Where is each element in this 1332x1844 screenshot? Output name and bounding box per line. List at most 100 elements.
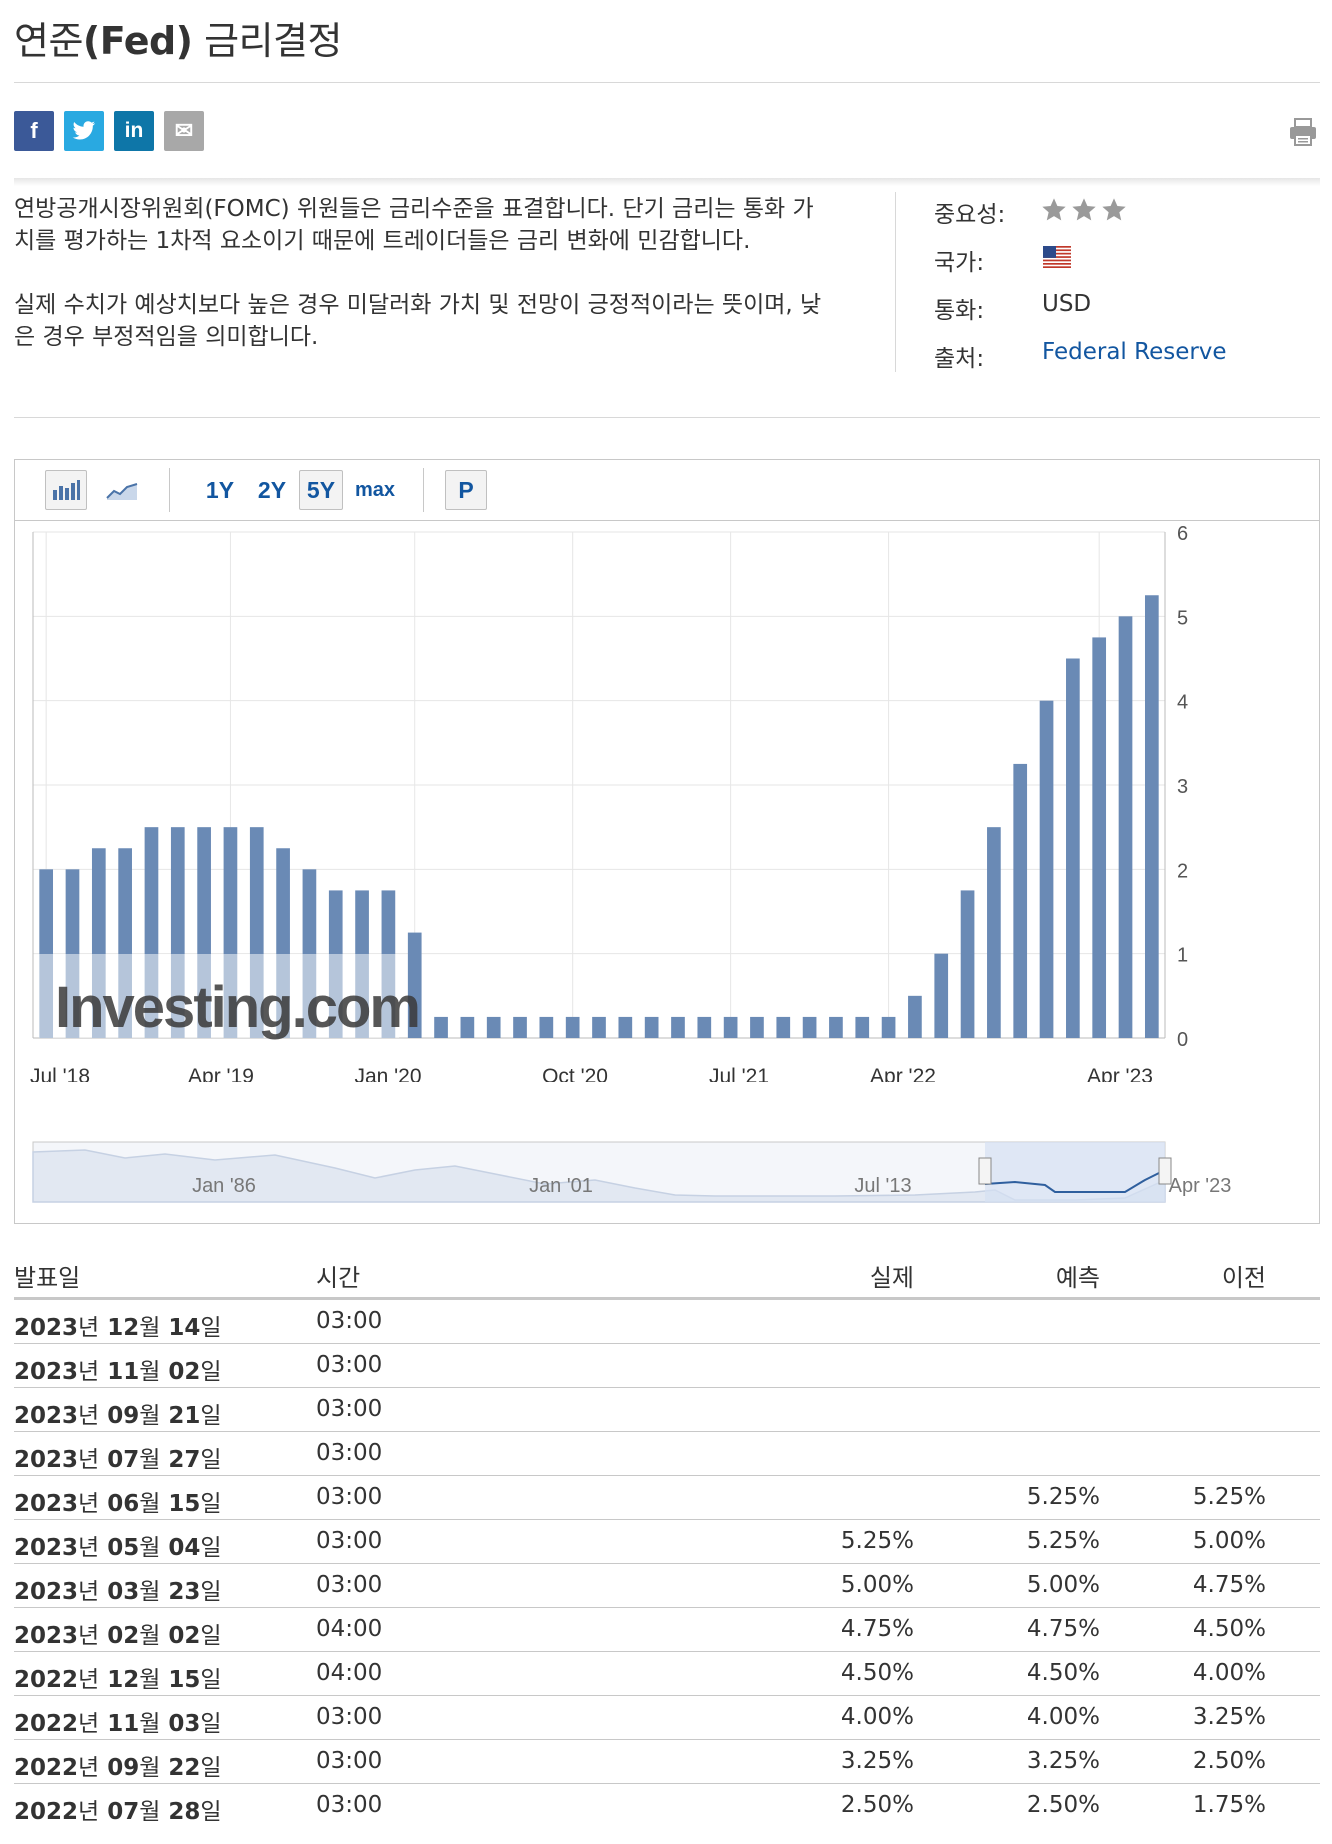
bar	[460, 1016, 475, 1038]
forecast-value: 4.00%	[1026, 1704, 1100, 1730]
p-button[interactable]: P	[445, 470, 487, 510]
header-date[interactable]: 발표일	[14, 1264, 81, 1292]
chart-toolbar: 1Y 2Y 5Y max P	[15, 460, 1319, 521]
table-row: 2022년 09월 22일 03:00 3.25% 3.25% 2.50%	[14, 1740, 1320, 1784]
bar	[829, 1016, 843, 1038]
bar	[671, 1016, 685, 1038]
header-actual[interactable]: 실제	[869, 1264, 914, 1292]
range-5y-button[interactable]: 5Y	[299, 470, 343, 510]
bar-chart: 0 1 2 3 4 5 6 Investing.com Jul '18 Apr '19 Jan '2…	[30, 523, 1188, 1082]
release-time: 04:00	[316, 1660, 383, 1686]
twitter-share-button[interactable]	[64, 111, 104, 151]
y-tick-label: 5	[1177, 607, 1188, 629]
bar	[592, 1016, 606, 1038]
header-previous[interactable]: 이전	[1221, 1264, 1266, 1292]
watermark-backdrop	[39, 954, 399, 1038]
actual-value: 5.00%	[840, 1572, 914, 1598]
navigator-selection-line	[984, 1169, 1166, 1193]
release-date: 2023년 07월 27일	[14, 1447, 222, 1473]
forecast-value: 5.25%	[1026, 1484, 1100, 1510]
x-tick-label: Jan '20	[354, 1065, 421, 1082]
print-icon[interactable]	[1288, 117, 1318, 147]
release-time: 03:00	[316, 1308, 383, 1334]
forecast-value: 4.75%	[1026, 1616, 1100, 1642]
release-date: 2023년 11월 02일	[14, 1359, 222, 1385]
previous-value: 3.25%	[1192, 1704, 1266, 1730]
page-title: 연준(Fed) 금리결정	[14, 19, 342, 63]
area-chart-icon	[106, 483, 138, 500]
bar	[1013, 763, 1028, 1038]
us-flag-icon	[1043, 246, 1071, 268]
star-icon	[1072, 198, 1096, 221]
release-time: 03:00	[316, 1748, 383, 1774]
history-table: 발표일 시간 실제 예측 이전 2023년 12월 14일 03:00 2023년 …	[14, 1248, 1320, 1828]
release-date: 2023년 09월 21일	[14, 1403, 222, 1429]
importance-label: 중요성:	[934, 202, 1006, 228]
navigator-label: Jul '13	[854, 1175, 911, 1197]
table-row: 2023년 09월 21일 03:00	[14, 1388, 1320, 1432]
table-row: 2022년 07월 28일 03:00 2.50% 2.50% 1.75%	[14, 1784, 1320, 1828]
investing-watermark: Investing.com	[55, 975, 419, 1040]
bar-chart-toggle[interactable]	[45, 470, 87, 510]
navigator-label: Jan '01	[529, 1175, 593, 1197]
bar	[1092, 637, 1107, 1038]
forecast-value: 5.00%	[1026, 1572, 1100, 1598]
bar	[934, 953, 949, 1038]
release-time: 03:00	[316, 1440, 383, 1466]
bar	[539, 1016, 554, 1038]
release-time: 03:00	[316, 1484, 383, 1510]
country-label: 국가:	[934, 250, 985, 276]
title-divider	[14, 82, 1320, 83]
table-row: 2023년 02월 02일 04:00 4.75% 4.75% 4.50%	[14, 1608, 1320, 1652]
table-row: 2023년 05월 04일 03:00 5.25% 5.25% 5.00%	[14, 1520, 1320, 1564]
table-row: 2023년 06월 15일 03:00 5.25% 5.25%	[14, 1476, 1320, 1520]
release-time: 03:00	[316, 1528, 383, 1554]
event-description: 연방공개시장위원회(FOMC) 위원들은 금리수준을 표결합니다. 단기 금리는…	[14, 193, 824, 385]
x-tick-label: Apr '19	[188, 1065, 254, 1082]
forecast-value: 5.25%	[1026, 1528, 1100, 1554]
table-row: 2023년 11월 02일 03:00	[14, 1344, 1320, 1388]
table-row: 2022년 11월 03일 03:00 4.00% 4.00% 3.25%	[14, 1696, 1320, 1740]
y-tick-label: 2	[1177, 860, 1188, 882]
range-2y-button[interactable]: 2Y	[257, 476, 287, 503]
bar	[908, 995, 922, 1038]
area-chart-toggle[interactable]	[101, 470, 143, 510]
bar	[486, 1016, 501, 1038]
source-link[interactable]: Federal Reserve	[1042, 339, 1227, 365]
currency-label: 통화:	[934, 298, 985, 324]
actual-value: 4.50%	[840, 1660, 914, 1686]
linkedin-share-button[interactable]: in	[114, 111, 154, 151]
range-max-button[interactable]: max	[354, 478, 396, 501]
star-icon	[1042, 198, 1066, 221]
bar	[855, 1016, 870, 1038]
header-forecast[interactable]: 예측	[1055, 1264, 1100, 1292]
bar	[960, 890, 975, 1038]
x-tick-label: Oct '20	[542, 1065, 608, 1082]
bar	[407, 932, 422, 1038]
email-share-button[interactable]: ✉	[164, 111, 204, 151]
importance-stars	[1040, 196, 1128, 224]
previous-value: 4.75%	[1192, 1572, 1266, 1598]
bar	[1118, 616, 1133, 1038]
toolbar-separator	[169, 468, 170, 512]
release-time: 04:00	[316, 1616, 383, 1642]
release-date: 2023년 12월 14일	[14, 1315, 222, 1341]
previous-value: 4.50%	[1192, 1616, 1266, 1642]
actual-value: 3.25%	[840, 1748, 914, 1774]
range-1y-button[interactable]: 1Y	[205, 476, 235, 503]
previous-value: 4.00%	[1192, 1660, 1266, 1686]
navigator-right-handle[interactable]	[1158, 1157, 1172, 1185]
table-header: 발표일 시간 실제 예측 이전	[14, 1248, 1320, 1300]
y-tick-label: 6	[1177, 523, 1188, 545]
release-date: 2022년 09월 22일	[14, 1755, 222, 1781]
description-paragraph: 연방공개시장위원회(FOMC) 위원들은 금리수준을 표결합니다. 단기 금리는…	[14, 196, 814, 254]
navigator-label: Apr '23	[1169, 1175, 1232, 1197]
release-time: 03:00	[316, 1704, 383, 1730]
chart-navigator[interactable]: Jan '86 Jan '01 Jul '13 Apr '23	[15, 1140, 1319, 1210]
actual-value: 4.00%	[840, 1704, 914, 1730]
navigator-left-handle[interactable]	[978, 1157, 992, 1185]
header-time[interactable]: 시간	[316, 1264, 361, 1292]
x-tick-label: Jul '21	[709, 1065, 769, 1082]
facebook-share-button[interactable]: f	[14, 111, 54, 151]
x-tick-label: Jul '18	[30, 1065, 90, 1082]
